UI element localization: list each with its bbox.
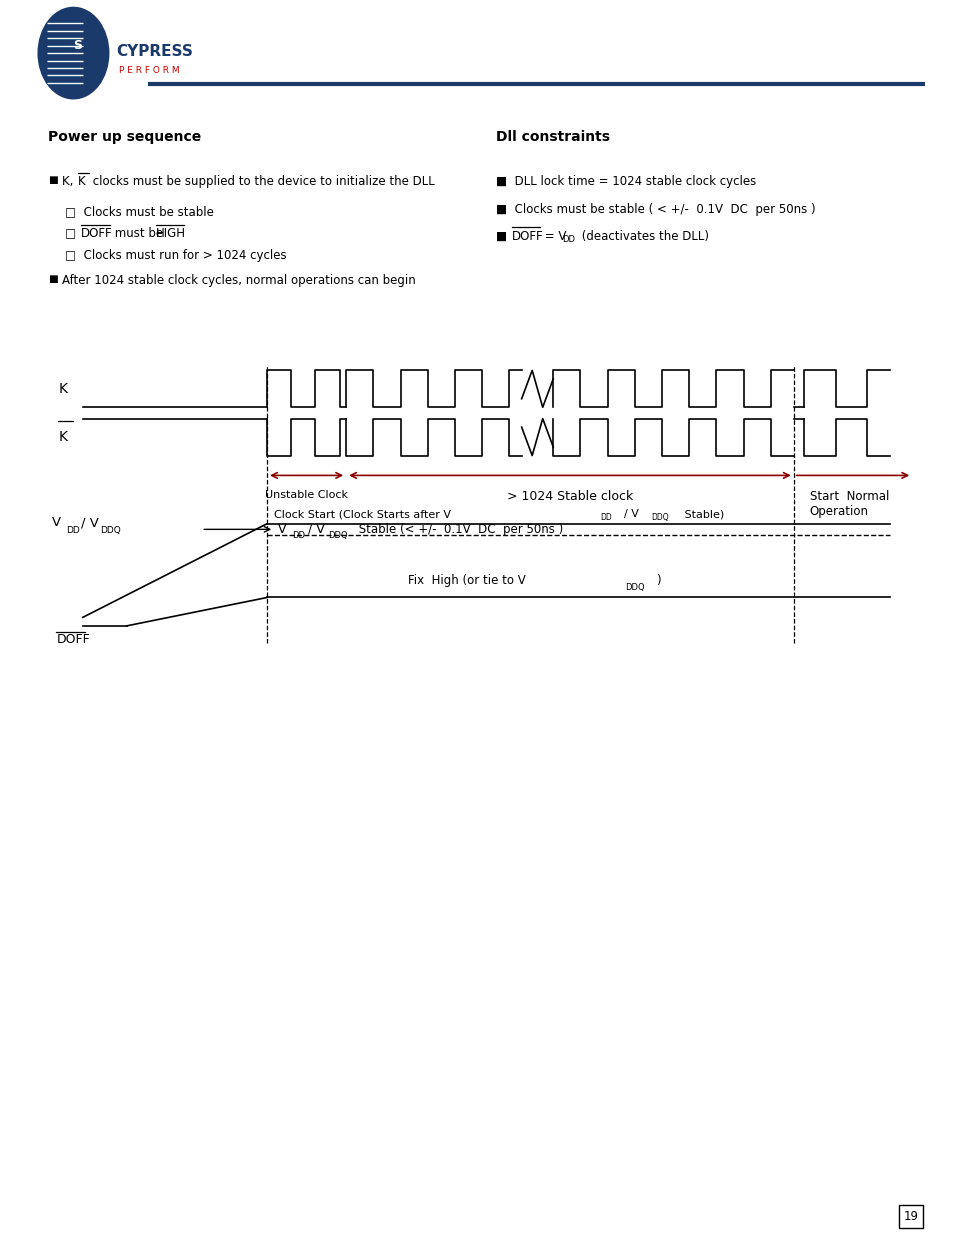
Text: DD: DD	[66, 526, 80, 535]
Text: ■: ■	[496, 230, 515, 243]
Text: Stable): Stable)	[680, 510, 724, 520]
Text: Unstable Clock: Unstable Clock	[265, 489, 348, 500]
Text: K: K	[78, 175, 86, 189]
Text: DD: DD	[292, 531, 304, 540]
Text: CYPRESS: CYPRESS	[116, 44, 193, 59]
Text: ■  Clocks must be stable ( < +/-  0.1V  DC  per 50ns ): ■ Clocks must be stable ( < +/- 0.1V DC …	[496, 203, 815, 216]
Text: DOFF: DOFF	[81, 227, 112, 241]
Text: / V: / V	[308, 522, 325, 536]
Circle shape	[38, 7, 109, 99]
Text: DOFF: DOFF	[512, 230, 543, 243]
Text: DD: DD	[600, 514, 612, 522]
Text: Stable (< +/-  0.1V  DC  per 50ns ): Stable (< +/- 0.1V DC per 50ns )	[355, 522, 562, 536]
Text: must be: must be	[111, 227, 167, 241]
Text: ■  DLL lock time = 1024 stable clock cycles: ■ DLL lock time = 1024 stable clock cycl…	[496, 175, 756, 189]
Text: K: K	[58, 430, 67, 445]
Text: > 1024 Stable clock: > 1024 Stable clock	[506, 489, 633, 503]
Text: / V: / V	[623, 510, 639, 520]
Text: 19: 19	[902, 1210, 918, 1223]
Text: = V: = V	[540, 230, 566, 243]
Text: V: V	[277, 522, 286, 536]
Text: HIGH: HIGH	[155, 227, 185, 241]
Text: V: V	[52, 516, 61, 529]
Text: DD: DD	[561, 235, 575, 243]
Text: (deactivates the DLL): (deactivates the DLL)	[578, 230, 708, 243]
Text: DDQ: DDQ	[624, 583, 644, 592]
Text: ■: ■	[48, 274, 57, 284]
Text: ): )	[656, 574, 659, 588]
Text: After 1024 stable clock cycles, normal operations can begin: After 1024 stable clock cycles, normal o…	[62, 274, 416, 288]
Text: Power up sequence: Power up sequence	[48, 130, 201, 143]
Text: DDQ: DDQ	[100, 526, 121, 535]
Text: Start  Normal
Operation: Start Normal Operation	[809, 489, 888, 517]
Text: / V: / V	[81, 516, 99, 529]
Text: ■: ■	[48, 175, 57, 185]
Text: S: S	[72, 40, 82, 52]
Text: □  Clocks must run for > 1024 cycles: □ Clocks must run for > 1024 cycles	[65, 249, 286, 263]
Text: clocks must be supplied to the device to initialize the DLL: clocks must be supplied to the device to…	[89, 175, 434, 189]
Text: Dll constraints: Dll constraints	[496, 130, 609, 143]
Text: □  Clocks must be stable: □ Clocks must be stable	[65, 205, 213, 219]
Text: DOFF: DOFF	[56, 632, 91, 646]
Text: K,: K,	[62, 175, 77, 189]
Text: □: □	[65, 227, 84, 241]
Text: K: K	[58, 382, 67, 395]
Text: Clock Start (Clock Starts after V: Clock Start (Clock Starts after V	[274, 510, 451, 520]
Text: DDQ: DDQ	[651, 514, 668, 522]
Text: P E R F O R M: P E R F O R M	[119, 65, 180, 75]
Text: DDQ: DDQ	[328, 531, 348, 540]
Text: Fix  High (or tie to V: Fix High (or tie to V	[407, 574, 525, 588]
